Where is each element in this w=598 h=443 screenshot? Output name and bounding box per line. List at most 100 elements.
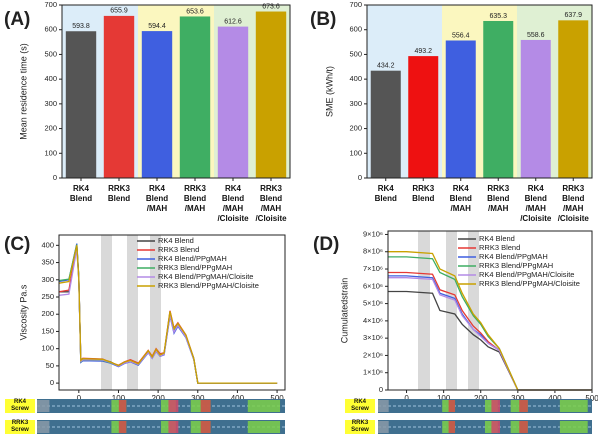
screw-element: [491, 421, 500, 433]
legend-label: RRK3 Blend/PPgMAH/Cloisite: [158, 281, 259, 290]
series-line: [58, 245, 278, 384]
y-tick-label: 700: [44, 0, 57, 9]
value-label: 556.4: [452, 32, 470, 39]
y-tick-label: 400: [44, 74, 57, 83]
zone-band: [468, 231, 479, 390]
bar: [103, 15, 135, 178]
value-label: 653.6: [186, 8, 204, 15]
legend-label: RRK3 Blend/PPgMAH: [479, 261, 553, 270]
y-tick-label: 700: [349, 0, 362, 9]
legend-label: RK4 Blend/PPgMAH/Cloisite: [479, 270, 574, 279]
bar: [520, 39, 551, 178]
plot-frame: [61, 4, 291, 179]
bar: [445, 40, 476, 178]
screw-element: [37, 421, 50, 433]
y-tick-label: 4×10⁶: [363, 316, 383, 325]
x-tick-label: RK4 Blend /MAH: [449, 184, 472, 213]
x-tick-label: 200: [151, 394, 165, 403]
y-tick-label: 600: [44, 25, 57, 34]
y-tick-label: 8×10⁶: [363, 247, 383, 256]
y-axis-title: Cumulatedstrain: [339, 278, 349, 344]
y-tick-label: 2×10⁶: [363, 350, 383, 359]
x-tick-label: 200: [474, 394, 488, 403]
screw-element: [168, 421, 179, 433]
bar: [141, 31, 173, 179]
y-tick-label: 300: [41, 275, 54, 284]
legend-label: RK4 Blend: [158, 236, 194, 245]
y-tick-label: 7×10⁶: [363, 264, 383, 273]
y-tick-label: 300: [349, 99, 362, 108]
screw-label: RRK3 Screw: [345, 420, 375, 434]
x-tick-label: RRK3 Blend /MAH /Cloisite: [255, 184, 287, 223]
legend-label: RRK3 Blend/PPgMAH: [158, 263, 232, 272]
panel-label: (A): [4, 9, 30, 30]
screw-element: [519, 421, 528, 433]
y-tick-label: 600: [349, 25, 362, 34]
x-tick-label: RK4 Blend /MAH /Cloisite: [520, 184, 552, 223]
value-label: 635.3: [489, 13, 507, 20]
screw-element: [378, 400, 389, 412]
y-tick-label: 400: [349, 74, 362, 83]
screw-label: RK4 Screw: [5, 399, 35, 413]
y-axis-title: SME (kWh/t): [324, 66, 334, 117]
screw-element: [559, 400, 588, 412]
bar: [255, 11, 287, 179]
y-tick-label: 250: [41, 292, 54, 301]
x-tick-label: RRK3 Blend /MAH: [183, 184, 207, 213]
legend-label: RRK3 Blend: [158, 245, 199, 254]
panel-label: (B): [310, 9, 336, 30]
zone-band: [418, 231, 430, 390]
screw-element: [378, 421, 389, 433]
screw-element: [200, 400, 211, 412]
y-tick-label: 5×10⁶: [363, 299, 383, 308]
x-tick-label: RRK3 Blend: [107, 184, 131, 203]
y-tick-label: 350: [41, 258, 54, 267]
screw-element: [491, 400, 500, 412]
zone-band: [150, 235, 161, 390]
zone-band: [101, 235, 112, 390]
screw-element: [247, 421, 281, 433]
y-tick-label: 6×10⁶: [363, 281, 383, 290]
screw-element: [118, 400, 127, 412]
y-tick-label: 200: [44, 124, 57, 133]
screw-element: [519, 400, 528, 412]
screw-element: [559, 421, 588, 433]
value-label: 655.9: [110, 8, 128, 15]
bar: [558, 20, 589, 179]
x-tick-label: 300: [511, 394, 525, 403]
plot-frame: [58, 234, 286, 391]
x-tick-label: 100: [437, 394, 451, 403]
x-tick-label: 300: [191, 394, 205, 403]
y-tick-label: 100: [349, 148, 362, 157]
y-tick-label: 200: [349, 124, 362, 133]
x-tick-label: RK4 Blend /MAH /Cloisite: [217, 184, 249, 223]
screw-label: RK4 Screw: [345, 399, 375, 413]
value-label: 434.2: [377, 63, 395, 70]
x-tick-label: 500: [270, 394, 284, 403]
zone-band: [446, 231, 457, 390]
y-tick-label: 9×10⁶: [363, 229, 383, 238]
legend-label: RK4 Blend/PPgMAH/Cloisite: [158, 272, 253, 281]
screw-label: RRK3 Screw: [5, 420, 35, 434]
y-tick-label: 200: [41, 309, 54, 318]
legend-label: RRK3 Blend: [479, 243, 520, 252]
x-tick-label: RK4 Blend: [69, 184, 93, 203]
y-tick-label: 100: [41, 344, 54, 353]
y-tick-label: 1×10⁶: [363, 368, 383, 377]
bar: [483, 20, 514, 178]
screw-element: [247, 400, 281, 412]
legend-label: RK4 Blend/PPgMAH: [479, 252, 548, 261]
value-label: 558.6: [527, 32, 545, 39]
x-tick-label: 100: [112, 394, 126, 403]
plot-frame: [387, 230, 593, 391]
value-label: 637.9: [564, 12, 582, 19]
value-label: 593.8: [72, 23, 90, 30]
x-tick-label: RRK3 Blend /MAH: [487, 184, 510, 213]
screw-element: [37, 400, 50, 412]
bar: [179, 16, 211, 179]
x-tick-label: 400: [231, 394, 245, 403]
y-tick-label: 300: [44, 99, 57, 108]
panel-label: (D): [313, 234, 339, 255]
legend-label: RRK3 Blend/PPgMAH/Cloisite: [479, 279, 580, 288]
value-label: 493.2: [414, 48, 432, 55]
